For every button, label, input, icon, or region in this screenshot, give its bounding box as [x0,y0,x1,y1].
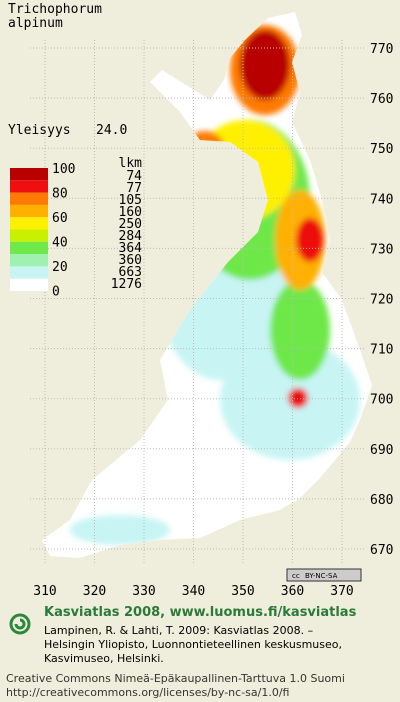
legend-swatch [10,229,48,242]
site-title: Kasviatlas 2008, www.luomus.fi/kasviatla… [44,605,357,620]
legend-count: 77 [126,181,142,196]
x-label: 340 [182,584,205,599]
citation: Kasvimuseo, Helsinki. [44,652,164,665]
license-url: http://creativecommons.org/licenses/by-n… [6,686,289,699]
legend-level: 0 [52,285,60,300]
x-label: 350 [231,584,254,599]
legend-count: 284 [119,229,143,244]
legend-swatch [10,180,48,193]
legend-count: 360 [119,253,142,268]
legend-level: 40 [52,236,68,251]
legend-count: 74 [126,169,142,184]
x-label: 330 [132,584,155,599]
species-name: Trichophorum [8,2,102,17]
y-label: 690 [370,443,393,458]
x-label: 360 [281,584,304,599]
y-label: 670 [370,543,393,558]
y-label: 700 [370,393,393,408]
license: Creative Commons Nimeä-Epäkaupallinen-Ta… [6,672,345,685]
legend-swatch [10,278,48,291]
logo [9,613,31,635]
legend-count: 364 [119,241,143,256]
legend-level: 20 [52,260,68,275]
y-label: 740 [370,192,393,207]
frequency-value: 24.0 [96,123,127,138]
legend-level: 80 [52,187,68,202]
legend-count: 663 [119,265,142,280]
legend-level: 100 [52,162,75,177]
legend-count: 160 [119,205,142,220]
y-label: 710 [370,343,393,358]
x-label: 320 [83,584,106,599]
cc-badge [286,568,362,582]
legend-count-title: lkm [119,156,143,171]
frequency-label: Yleisyys [8,123,71,138]
legend-swatch [10,254,48,267]
species-name: alpinum [8,16,63,31]
legend-count: 105 [119,193,142,208]
legend-swatch [10,192,48,205]
legend-swatch [10,204,48,218]
x-label: 370 [330,584,353,599]
x-label: 310 [33,584,56,599]
y-label: 770 [370,42,393,57]
y-label: 760 [370,92,393,107]
cc-icon: cc [292,572,300,580]
y-label: 730 [370,242,393,257]
legend-swatch [10,266,48,279]
legend-swatch [10,168,48,181]
y-label: 720 [370,293,393,308]
legend-swatch [10,241,48,255]
legend-level: 60 [52,211,68,226]
legend-count: 250 [119,217,142,232]
y-label: 680 [370,493,393,508]
legend-count: 1276 [111,277,142,292]
citation: Helsingin Yliopisto, Luonnontieteellinen… [44,638,342,651]
legend-swatch [10,217,48,230]
legend: 100 80 60 40 20 0 lkm7477105160250284364360663… [10,156,142,300]
grid [30,40,365,565]
cc-badge-text: BY-NC-SA [305,572,338,580]
citation: Lampinen, R. & Lahti, T. 2009: Kasviatla… [44,624,313,637]
y-label: 750 [370,142,393,157]
